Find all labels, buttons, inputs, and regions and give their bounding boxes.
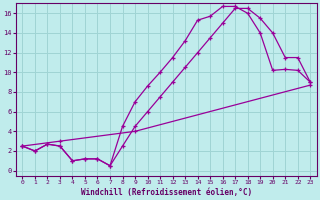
X-axis label: Windchill (Refroidissement éolien,°C): Windchill (Refroidissement éolien,°C) <box>81 188 252 197</box>
